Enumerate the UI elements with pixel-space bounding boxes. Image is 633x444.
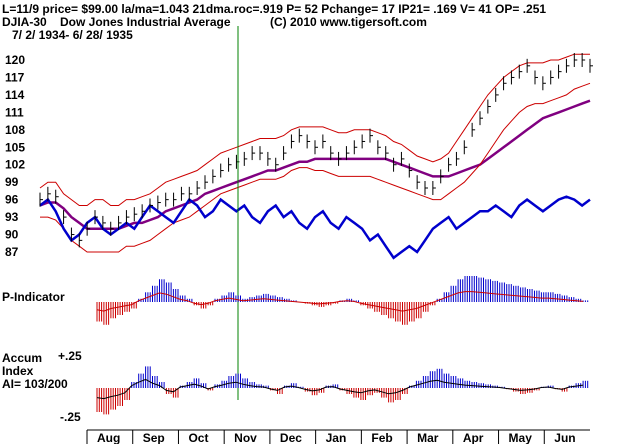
y-tick-label: 108 <box>5 123 25 137</box>
accum-top-tick: +.25 <box>58 349 82 363</box>
y-tick-label: 120 <box>5 53 25 67</box>
month-label: Mar <box>417 431 439 444</box>
month-label: Sep <box>143 431 165 444</box>
y-tick-label: 90 <box>5 228 19 242</box>
price-bars <box>39 53 593 248</box>
a-hist-ma-line <box>96 378 584 400</box>
header-date-range: 7/ 2/ 1934- 6/ 28/ 1935 <box>12 28 133 42</box>
y-tick-label: 114 <box>5 88 25 102</box>
month-label: Feb <box>371 431 392 444</box>
month-label: Apr <box>463 431 484 444</box>
y-tick-label: 99 <box>5 175 19 189</box>
series-upper-band <box>39 53 590 206</box>
header-symbol: DJIA-30 <box>2 15 47 29</box>
month-axis: Aug Sep Oct Nov Dec Jan Feb Mar Apr May Jun <box>86 430 576 444</box>
header-line1: L=11/9 price= $99.00 la/ma=1.043 21dma.r… <box>2 2 546 16</box>
month-label: Oct <box>188 431 208 444</box>
price-y-axis: 120 117 114 111 108 105 102 99 96 93 90 87 <box>5 53 25 259</box>
y-tick-label: 105 <box>5 140 25 154</box>
month-label: Dec <box>280 431 302 444</box>
accum-label-2: Index <box>2 364 34 378</box>
series-lower-band <box>40 82 591 253</box>
y-tick-label: 93 <box>5 210 19 224</box>
accum-index-histogram <box>96 366 589 415</box>
month-label: Aug <box>97 431 120 444</box>
header-copyright: (C) 2010 www.tigersoft.com <box>270 15 427 29</box>
p-hist-ma-line <box>96 291 584 312</box>
y-tick-label: 111 <box>5 105 24 119</box>
accum-label-3: AI= 103/200 <box>2 377 68 391</box>
series-21-day-ma <box>39 99 591 230</box>
y-tick-label: 87 <box>5 245 19 259</box>
month-label: May <box>509 431 533 444</box>
month-label: Jan <box>326 431 347 444</box>
month-label: Nov <box>234 431 257 444</box>
p-indicator-histogram <box>96 276 589 325</box>
accum-bottom-tick: -.25 <box>60 410 81 424</box>
series-blue-indicator <box>39 195 591 260</box>
month-label: Jun <box>554 431 575 444</box>
y-tick-label: 102 <box>5 158 25 172</box>
header-name: Dow Jones Industrial Average <box>60 15 231 29</box>
accum-label-1: Accum <box>2 351 42 365</box>
price-lines <box>39 53 591 260</box>
y-tick-label: 117 <box>5 70 25 84</box>
p-indicator-label: P-Indicator <box>2 290 65 304</box>
y-tick-label: 96 <box>5 193 19 207</box>
